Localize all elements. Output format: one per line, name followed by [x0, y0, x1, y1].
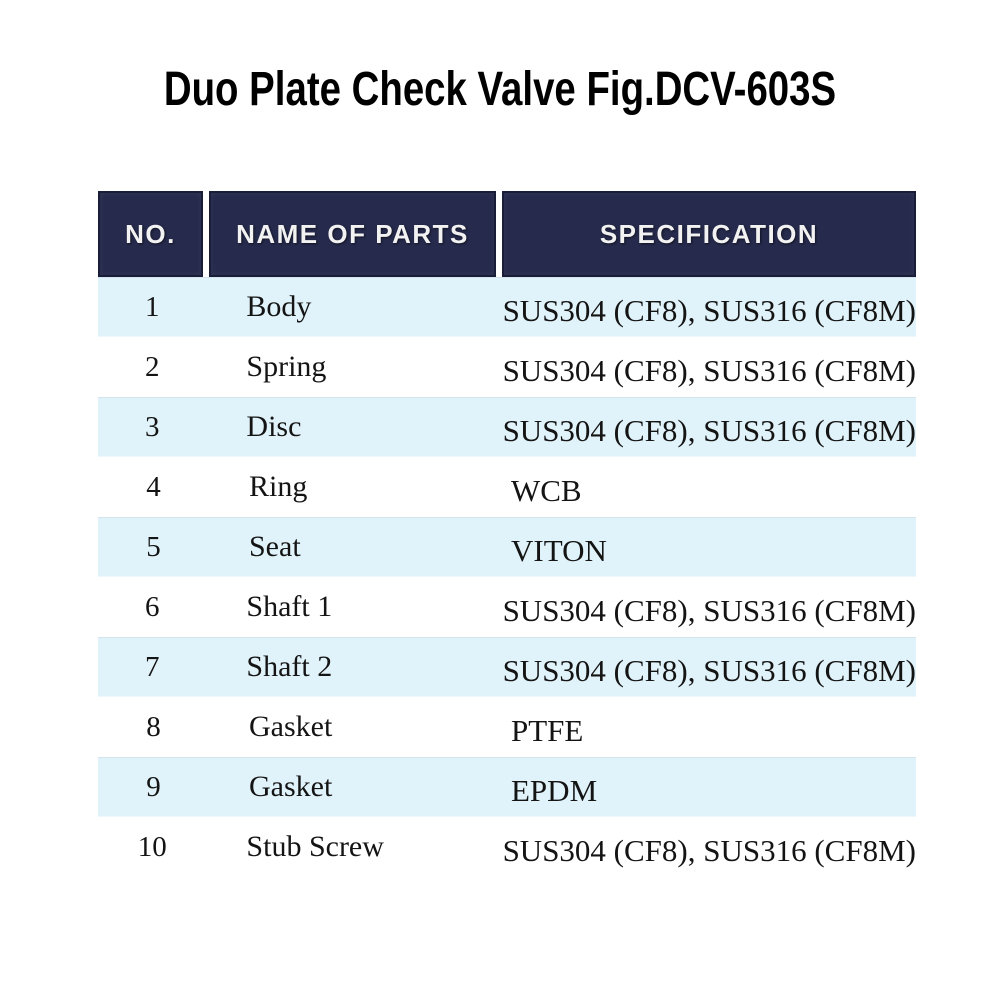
table-row: 7 Shaft 2 SUS304 (CF8), SUS316 (CF8M): [98, 637, 916, 697]
column-header-spec: SPECIFICATION: [502, 191, 916, 277]
cell-no: 2: [144, 350, 160, 383]
table-body: 1 Body SUS304 (CF8), SUS316 (CF8M) 2 Spr…: [98, 277, 916, 877]
cell-no: 1: [144, 290, 160, 323]
cell-spec: SUS304 (CF8), SUS316 (CF8M): [502, 353, 916, 388]
cell-name: Gasket: [249, 770, 333, 803]
cell-name: Stub Screw: [246, 830, 384, 863]
cell-name: Shaft 1: [246, 590, 333, 623]
column-header-no: NO.: [98, 191, 203, 277]
cell-spec: SUS304 (CF8), SUS316 (CF8M): [502, 293, 916, 328]
table-row: 2 Spring SUS304 (CF8), SUS316 (CF8M): [98, 337, 916, 397]
cell-spec: SUS304 (CF8), SUS316 (CF8M): [502, 833, 916, 868]
table-header-row: NO. NAME OF PARTS SPECIFICATION: [98, 191, 916, 277]
cell-name: Body: [246, 290, 312, 323]
table-row: 1 Body SUS304 (CF8), SUS316 (CF8M): [98, 277, 916, 337]
cell-no: 4: [146, 470, 161, 503]
page-title: Duo Plate Check Valve Fig.DCV-603S: [163, 63, 837, 116]
parts-table: NO. NAME OF PARTS SPECIFICATION 1 Body S…: [98, 191, 916, 877]
column-header-name: NAME OF PARTS: [209, 191, 496, 277]
cell-no: 8: [146, 710, 161, 743]
cell-no: 5: [146, 530, 161, 563]
table-row: 4 Ring WCB: [98, 457, 916, 517]
cell-spec: WCB: [511, 473, 582, 508]
cell-spec: PTFE: [511, 713, 584, 748]
cell-spec: VITON: [511, 533, 607, 568]
cell-spec: SUS304 (CF8), SUS316 (CF8M): [502, 653, 916, 688]
table-row: 9 Gasket EPDM: [98, 757, 916, 817]
table-row: 3 Disc SUS304 (CF8), SUS316 (CF8M): [98, 397, 916, 457]
cell-spec: SUS304 (CF8), SUS316 (CF8M): [502, 593, 916, 628]
cell-name: Shaft 2: [246, 650, 333, 683]
cell-name: Disc: [246, 410, 302, 443]
cell-name: Gasket: [249, 710, 333, 743]
cell-name: Seat: [249, 530, 301, 563]
cell-no: 7: [144, 650, 160, 683]
cell-name: Ring: [249, 470, 308, 503]
table-row: 5 Seat VITON: [98, 517, 916, 577]
cell-name: Spring: [246, 350, 327, 383]
table-row: 10 Stub Screw SUS304 (CF8), SUS316 (CF8M…: [98, 817, 916, 877]
cell-spec: SUS304 (CF8), SUS316 (CF8M): [502, 413, 916, 448]
table-row: 8 Gasket PTFE: [98, 697, 916, 757]
table-row: 6 Shaft 1 SUS304 (CF8), SUS316 (CF8M): [98, 577, 916, 637]
cell-no: 3: [144, 410, 160, 443]
cell-no: 9: [146, 770, 161, 803]
cell-no: 6: [144, 590, 160, 623]
cell-spec: EPDM: [511, 773, 598, 808]
cell-no: 10: [137, 830, 167, 863]
